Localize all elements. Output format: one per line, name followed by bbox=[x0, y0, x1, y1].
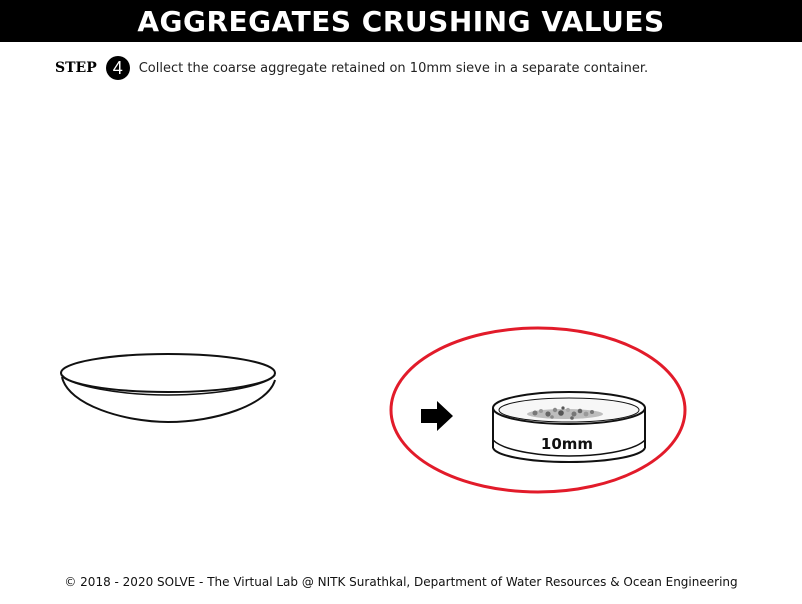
right-arrow-icon bbox=[421, 401, 453, 431]
step-instruction: STEP 4 Collect the coarse aggregate reta… bbox=[55, 55, 648, 81]
step-number-badge: 4 bbox=[105, 56, 130, 80]
footer-copyright: © 2018 - 2020 SOLVE - The Virtual Lab @ … bbox=[64, 575, 738, 589]
page-title: AGGREGATES CRUSHING VALUES bbox=[137, 4, 665, 38]
step-text: Collect the coarse aggregate retained on… bbox=[138, 60, 649, 76]
sieve-10mm[interactable] bbox=[492, 391, 646, 463]
highlight-ellipse bbox=[389, 326, 687, 494]
empty-container-dish[interactable] bbox=[60, 353, 276, 424]
coarse-aggregate-pile bbox=[527, 406, 603, 420]
step-label: STEP bbox=[55, 60, 97, 76]
sieve-size-label: 10mm bbox=[541, 435, 593, 453]
title-bar: AGGREGATES CRUSHING VALUES bbox=[0, 0, 802, 42]
